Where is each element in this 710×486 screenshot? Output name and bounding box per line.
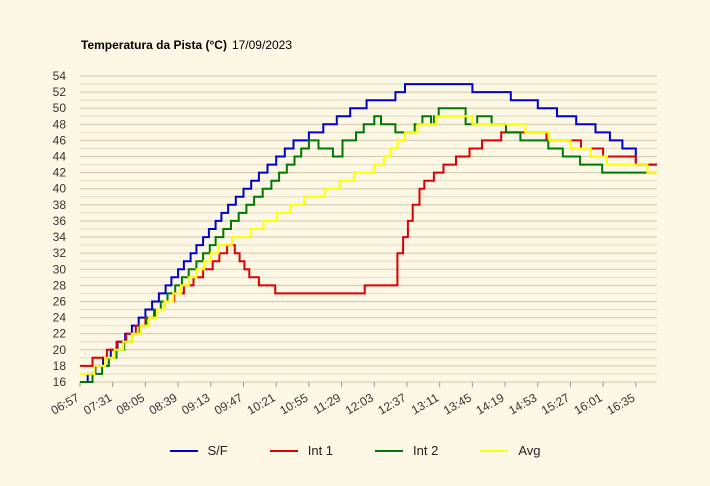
y-tick-label: 42 <box>53 166 67 180</box>
x-tick-label: 11:29 <box>311 390 344 417</box>
x-tick-label: 16:01 <box>572 390 605 417</box>
y-tick-label: 26 <box>53 294 67 308</box>
chart-title: Temperatura da Pista (°C) <box>81 38 227 52</box>
chart-subtitle-date: 17/09/2023 <box>231 38 293 52</box>
y-tick-label: 18 <box>53 359 67 373</box>
x-tick-label: 14:19 <box>474 390 507 417</box>
y-tick-label: 38 <box>53 198 67 212</box>
x-tick-label: 07:31 <box>81 390 114 417</box>
x-tick-label: 14:53 <box>506 390 539 417</box>
y-tick-label: 44 <box>53 150 67 164</box>
legend-swatch <box>269 449 298 452</box>
x-tick-label: 06:57 <box>48 390 81 417</box>
y-tick-label: 20 <box>53 343 67 357</box>
legend-item[interactable]: S/F <box>169 443 228 458</box>
y-tick-label: 22 <box>53 327 67 341</box>
x-tick-label: 12:37 <box>375 390 408 417</box>
series-line-s-f <box>80 83 657 383</box>
y-tick-label: 54 <box>53 69 67 83</box>
x-tick-label: 12:03 <box>343 390 376 417</box>
legend-swatch <box>169 449 198 452</box>
series-line-int-2 <box>80 107 657 383</box>
series-line-int-1 <box>80 131 657 367</box>
y-tick-label: 46 <box>53 133 67 147</box>
series-layer <box>80 83 657 383</box>
y-tick-label: 28 <box>53 278 67 292</box>
y-tick-label: 48 <box>53 117 67 131</box>
legend-item[interactable]: Int 2 <box>375 443 438 458</box>
legend-label: Int 1 <box>307 443 334 458</box>
legend-label: S/F <box>207 443 228 458</box>
x-tick-label: 08:05 <box>114 390 147 417</box>
x-tick-label: 13:45 <box>441 390 474 417</box>
y-tick-label: 16 <box>53 375 67 389</box>
y-tick-label: 30 <box>53 262 67 276</box>
y-tick-label: 32 <box>53 246 67 260</box>
y-tick-label: 40 <box>53 182 67 196</box>
x-tick-label: 15:27 <box>539 390 572 417</box>
y-tick-label: 24 <box>53 311 67 325</box>
y-tick-label: 52 <box>53 85 67 99</box>
legend-swatch <box>375 449 404 452</box>
y-tick-label: 34 <box>53 230 67 244</box>
x-tick-label: 10:21 <box>245 390 278 417</box>
legend-label: Int 2 <box>413 443 439 458</box>
x-tick-label: 16:35 <box>604 390 637 417</box>
x-tick-label: 09:13 <box>179 390 212 417</box>
y-axis: 16 18 20 22 24 26 28 30 32 34 36 38 40 42 44 46 48 50 52 54 <box>53 69 67 389</box>
legend-item[interactable]: Avg <box>480 443 541 458</box>
legend-swatch <box>480 449 509 452</box>
x-tick-label: 10:55 <box>277 390 310 417</box>
legend-item[interactable]: Int 1 <box>269 443 334 458</box>
chart-title-block: Temperatura da Pista (°C) 17/09/2023 <box>81 38 292 52</box>
y-tick-label: 50 <box>53 101 67 115</box>
x-tick-label: 08:39 <box>147 390 180 417</box>
x-tick-label: 13:11 <box>409 390 442 417</box>
series-line-avg <box>80 115 657 375</box>
chart-legend: S/F Int 1 Int 2 Avg <box>0 443 710 458</box>
legend-label: Avg <box>518 443 541 458</box>
x-axis: 06:57 07:31 08:05 08:39 09:13 09:47 10:21 10:55… <box>48 382 638 418</box>
grid-layer <box>80 75 657 383</box>
x-tick-label: 09:47 <box>212 390 245 417</box>
y-tick-label: 36 <box>53 214 67 228</box>
